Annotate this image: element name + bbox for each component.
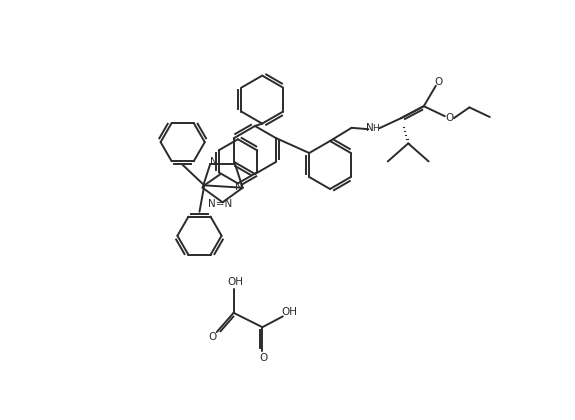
Text: N: N xyxy=(210,157,218,167)
Text: O: O xyxy=(209,332,217,342)
Text: N: N xyxy=(366,123,373,133)
Text: OH: OH xyxy=(282,307,298,318)
Text: O: O xyxy=(259,353,267,363)
Text: H: H xyxy=(372,124,379,133)
Text: O: O xyxy=(435,77,443,87)
Text: N=N: N=N xyxy=(209,200,233,210)
Text: N: N xyxy=(235,182,243,192)
Text: O: O xyxy=(446,113,454,123)
Text: OH: OH xyxy=(228,277,244,287)
